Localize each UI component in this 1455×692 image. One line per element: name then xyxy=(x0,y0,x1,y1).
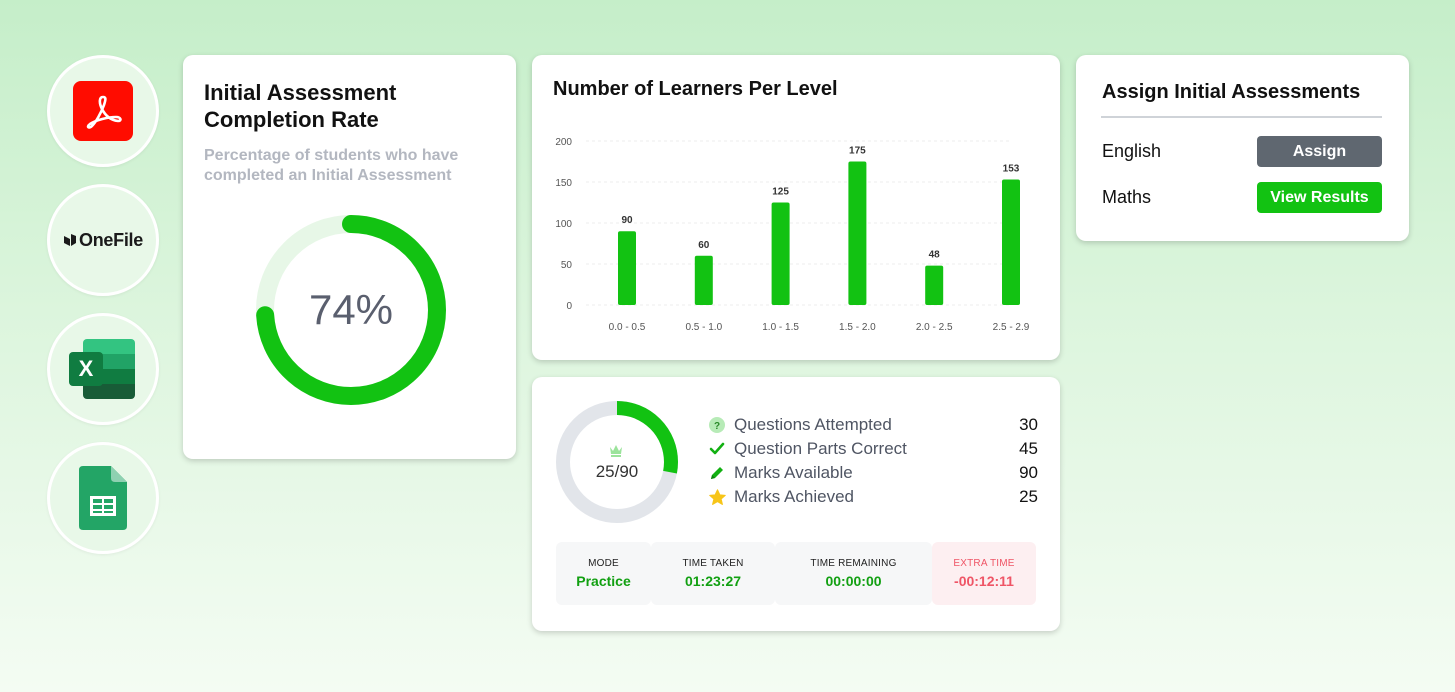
completion-percent: 74% xyxy=(308,286,394,333)
extra-time-box: EXTRA TIME -00:12:11 xyxy=(932,542,1036,605)
stat-value: 30 xyxy=(1019,415,1038,434)
stat-label: Questions Attempted xyxy=(734,415,892,434)
y-tick-label: 0 xyxy=(566,301,572,312)
stat-row: Marks Achieved 25 xyxy=(708,486,1038,508)
stat-label: Marks Available xyxy=(734,463,853,482)
adobe-acrobat-icon xyxy=(73,81,133,141)
completion-donut: 74% xyxy=(251,210,451,410)
star-icon xyxy=(708,488,726,506)
bar xyxy=(618,231,636,305)
bar-chart: 0 50 100 150 200 90 0.0 - 0.5 60 0.5 - 1.0 125 1.0… xyxy=(555,137,1030,333)
app-excel[interactable]: X xyxy=(47,313,159,425)
assessment-stats-card: 25/90 ? Questions Attempted 30 Question … xyxy=(532,377,1060,631)
assign-title: Assign Initial Assessments xyxy=(1102,81,1361,103)
bar xyxy=(848,161,867,305)
bar xyxy=(1002,179,1020,305)
time-remaining-box: TIME REMAINING 00:00:00 xyxy=(775,542,932,605)
score-arc xyxy=(556,401,678,523)
stat-label: Marks Achieved xyxy=(734,487,854,506)
bar-value-label: 48 xyxy=(929,250,941,261)
stat-value: 90 xyxy=(1019,463,1038,482)
check-icon xyxy=(708,440,726,458)
subject-maths: Maths xyxy=(1102,187,1152,207)
info-value: -00:12:11 xyxy=(954,573,1014,589)
info-key: EXTRA TIME xyxy=(953,558,1015,569)
chart-title: Number of Learners Per Level xyxy=(553,78,838,100)
completion-rate-card: Initial Assessment Completion Rate Perce… xyxy=(183,55,516,459)
excel-letter: X xyxy=(78,356,94,381)
completion-title: Initial Assessment Completion Rate xyxy=(204,80,397,132)
stat-label: Question Parts Correct xyxy=(734,439,907,458)
score-donut xyxy=(556,401,678,523)
x-tick-label: 2.0 - 2.5 xyxy=(916,322,953,333)
x-tick-label: 0.0 - 0.5 xyxy=(609,322,646,333)
info-key: TIME REMAINING xyxy=(810,558,897,569)
pencil-icon xyxy=(708,464,726,482)
bar-value-label: 90 xyxy=(621,215,633,226)
info-value: 01:23:27 xyxy=(684,573,742,589)
stat-value: 25 xyxy=(1019,487,1038,506)
bar xyxy=(694,255,713,305)
y-tick-label: 50 xyxy=(561,260,573,271)
app-onefile[interactable]: OneFile xyxy=(47,184,159,296)
bar-value-label: 153 xyxy=(1003,164,1020,175)
completion-arc xyxy=(256,215,446,405)
svg-text:?: ? xyxy=(714,421,720,432)
google-sheets-icon xyxy=(79,466,127,530)
stat-row: Question Parts Correct 45 xyxy=(708,438,1038,460)
assign-button[interactable]: Assign xyxy=(1257,136,1382,167)
x-tick-label: 1.0 - 1.5 xyxy=(762,322,799,333)
y-tick-label: 200 xyxy=(555,137,572,148)
assign-card: Assign Initial Assessments English Assig… xyxy=(1076,55,1409,241)
info-value: Practice xyxy=(576,573,631,589)
learners-chart-card: Number of Learners Per Level 0 50 100 150 20… xyxy=(532,55,1060,360)
mode-box: MODE Practice xyxy=(556,542,651,605)
stat-row: Marks Available 90 xyxy=(708,462,1038,484)
stat-value: 45 xyxy=(1019,439,1038,458)
info-key: TIME TAKEN xyxy=(682,558,744,569)
time-taken-box: TIME TAKEN 01:23:27 xyxy=(651,542,775,605)
bar-value-label: 125 xyxy=(772,187,789,198)
bar-value-label: 175 xyxy=(849,146,866,157)
info-key: MODE xyxy=(588,558,619,569)
onefile-wordmark: OneFile xyxy=(79,229,143,250)
x-tick-label: 1.5 - 2.0 xyxy=(839,322,876,333)
x-tick-label: 2.5 - 2.9 xyxy=(993,322,1030,333)
bar-value-label: 60 xyxy=(698,240,710,251)
bar xyxy=(925,265,944,305)
score-label: 25/90 xyxy=(595,462,639,481)
excel-icon: X xyxy=(69,339,137,399)
question-icon: ? xyxy=(708,416,726,434)
app-pdf[interactable] xyxy=(47,55,159,167)
onefile-mark-icon xyxy=(64,234,77,246)
y-tick-label: 150 xyxy=(555,178,572,189)
completion-subtitle: Percentage of students who have complete… xyxy=(204,147,459,184)
app-sheets[interactable] xyxy=(47,442,159,554)
x-tick-label: 0.5 - 1.0 xyxy=(685,322,722,333)
divider xyxy=(1101,116,1382,118)
crown-icon xyxy=(610,445,622,457)
view-results-button[interactable]: View Results xyxy=(1257,182,1382,213)
bar xyxy=(771,202,790,305)
subject-english: English xyxy=(1102,141,1162,161)
stat-row: ? Questions Attempted 30 xyxy=(708,414,1038,436)
y-tick-label: 100 xyxy=(555,219,572,230)
info-value: 00:00:00 xyxy=(825,573,882,589)
onefile-logo: OneFile xyxy=(63,230,143,251)
